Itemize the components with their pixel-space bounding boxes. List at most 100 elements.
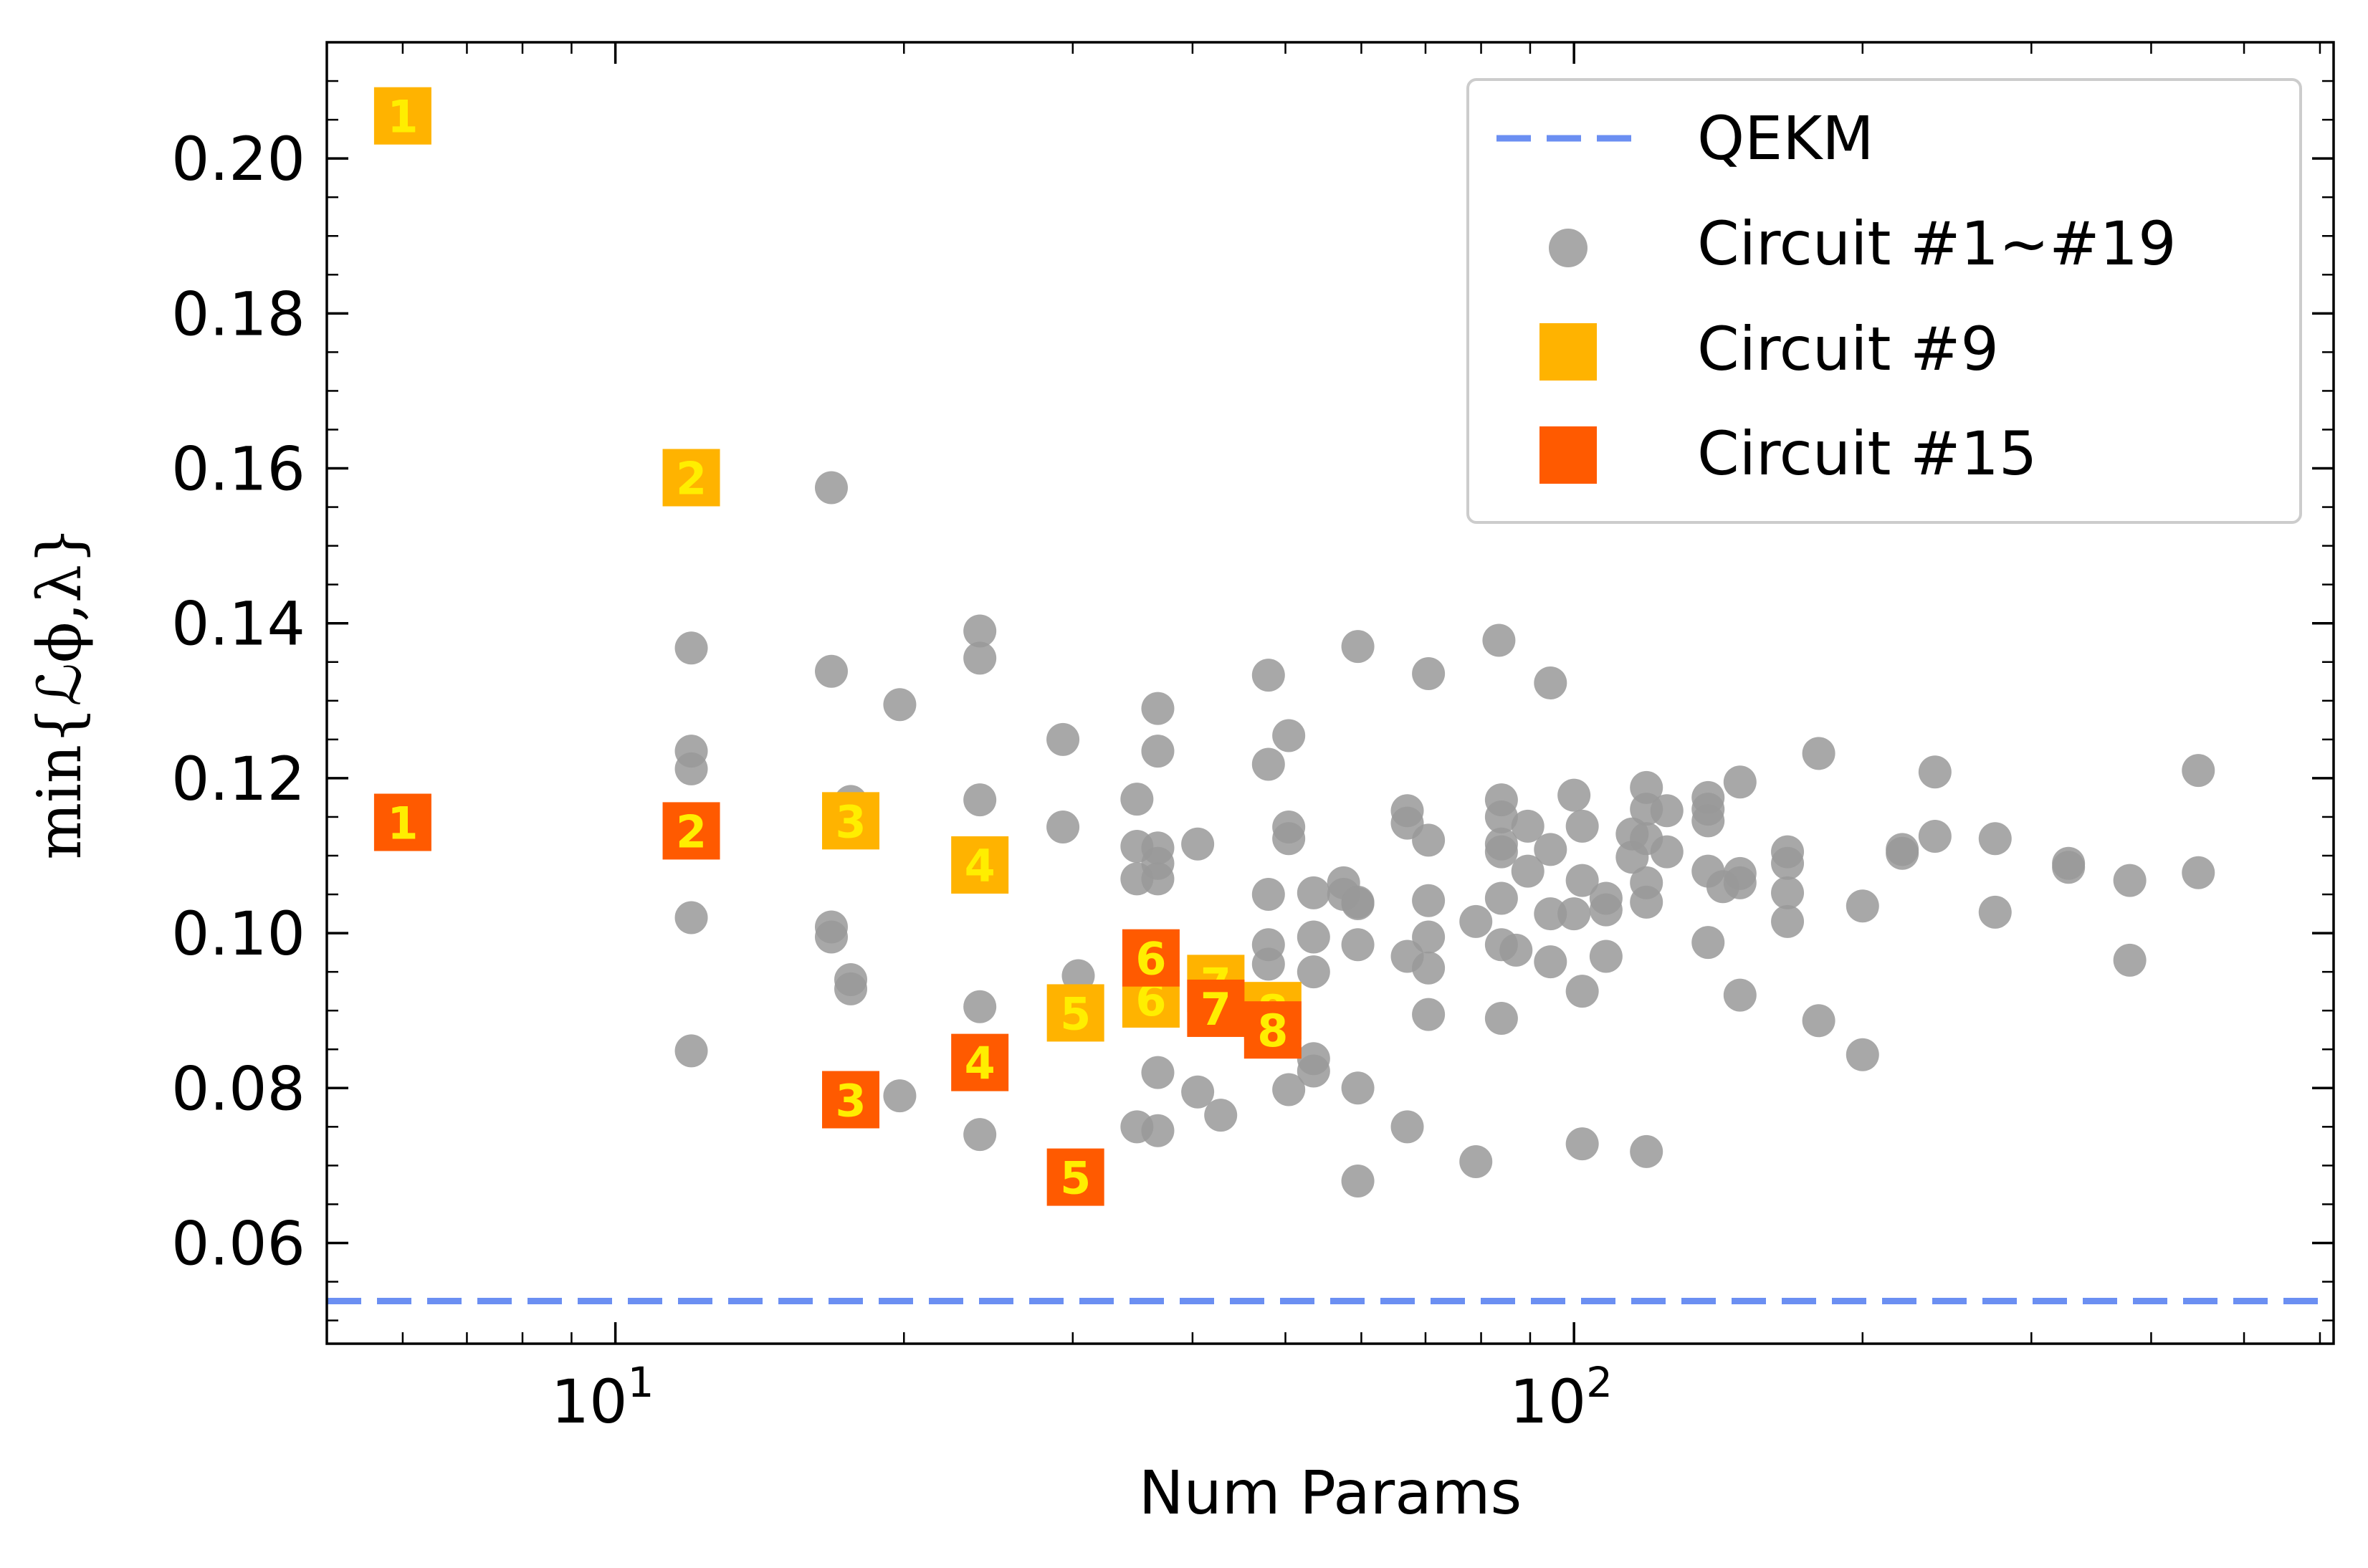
circuit-point: [1297, 876, 1330, 909]
circuit9-marker: [662, 449, 720, 507]
circuit-point: [814, 920, 848, 954]
circuit-point: [814, 654, 848, 688]
circuit-point: [2052, 851, 2086, 884]
circuit15-marker: [373, 793, 431, 851]
circuit-point: [1630, 1134, 1663, 1168]
circuit-point: [1484, 835, 1518, 869]
circuit9-marker: [1046, 984, 1104, 1042]
circuit-point: [1141, 862, 1175, 896]
y-tick-label: 0.14: [171, 589, 305, 659]
circuit-point: [1723, 866, 1757, 899]
circuit-point: [2182, 754, 2215, 788]
y-axis-title: min{ℒϕ,λ}: [24, 526, 95, 859]
legend-circuit9-swatch: [1539, 323, 1597, 381]
circuit-point: [1272, 719, 1306, 752]
circuit9-marker-label: 4: [965, 840, 996, 892]
circuit-point: [674, 631, 708, 665]
circuit-point: [1978, 822, 2012, 856]
circuit-point: [1534, 666, 1567, 699]
circuit-point: [814, 471, 848, 505]
circuit15-marker: [951, 1033, 1009, 1091]
circuit15-marker-label: 7: [1200, 983, 1231, 1036]
legend-circuit15-label: Circuit #15: [1697, 419, 2037, 489]
circuit-point: [1141, 1114, 1175, 1147]
circuit15-marker-label: 5: [1060, 1152, 1091, 1205]
circuit-point: [1297, 920, 1330, 954]
circuit-point: [963, 990, 997, 1023]
legend-frame: [1466, 78, 2302, 524]
circuit9-marker-label: 5: [1060, 988, 1091, 1040]
circuit-point: [963, 614, 997, 648]
legend-circuits-label: Circuit #1~#19: [1697, 209, 2177, 279]
circuit-point: [1557, 778, 1591, 812]
circuit-point: [1251, 659, 1285, 692]
x-tick-label: 101: [551, 1358, 654, 1437]
x-axis-title: Num Params: [1139, 1458, 1522, 1528]
circuit-point: [1650, 794, 1684, 828]
circuit-point: [1390, 1110, 1424, 1144]
circuit9-marker-label: 3: [835, 795, 866, 848]
circuit-point: [1412, 884, 1446, 917]
y-tick-label: 0.16: [171, 434, 305, 505]
circuit15-marker: [1243, 1001, 1302, 1059]
circuit-point: [1046, 811, 1080, 844]
circuit-point: [1534, 833, 1567, 866]
circuit-point: [1565, 864, 1599, 897]
circuit9-marker-label: 2: [676, 452, 707, 505]
circuit-point: [963, 641, 997, 675]
legend: QEKM Circuit #1~#19 Circuit #9 Circuit #…: [1466, 78, 2302, 524]
circuit-point: [1534, 897, 1567, 931]
circuit-point: [963, 783, 997, 817]
legend-circuit15-swatch: [1539, 426, 1597, 484]
circuit-point: [1565, 975, 1599, 1008]
circuit-point: [1918, 819, 1952, 853]
y-tick-label: 0.12: [171, 744, 305, 814]
circuit-point: [674, 1034, 708, 1068]
circuit9-marker-label: 1: [387, 91, 418, 143]
circuit15-marker: [822, 1071, 880, 1129]
circuit-point: [1484, 881, 1518, 915]
circuit-point: [2113, 864, 2147, 897]
circuit-point: [674, 901, 708, 934]
circuit15-marker-label: 2: [676, 805, 707, 858]
circuit-point: [674, 752, 708, 785]
circuit-point: [1589, 940, 1623, 973]
circuit-point: [1771, 876, 1805, 909]
circuit15-marker: [1187, 979, 1245, 1037]
circuit-point: [883, 688, 917, 722]
circuit-point: [1412, 951, 1446, 985]
circuit9-marker: [373, 87, 431, 145]
circuit-point: [1499, 933, 1533, 967]
circuit-point: [1534, 945, 1567, 979]
circuit-point: [1061, 959, 1095, 993]
circuit-point: [1771, 904, 1805, 938]
circuit-point: [1141, 735, 1175, 768]
circuit15-marker: [1122, 929, 1180, 987]
circuit-point: [1723, 765, 1757, 799]
y-tick-label: 0.20: [171, 124, 305, 194]
circuit-point: [1181, 827, 1215, 861]
x-tick-labels: 101 102: [551, 1358, 1613, 1437]
circuit-point: [1412, 920, 1446, 954]
x-tick-label: 102: [1509, 1358, 1613, 1437]
circuit-point: [1846, 889, 1879, 923]
circuit-point: [1341, 1165, 1375, 1197]
circuit-point: [1341, 630, 1375, 664]
circuit-point: [1412, 823, 1446, 857]
circuit-point: [1846, 1038, 1879, 1071]
circuit9-marker: [822, 792, 880, 850]
circuit-point: [1484, 800, 1518, 833]
circuit-point: [2182, 856, 2215, 889]
circuit-point: [1341, 1071, 1375, 1105]
circuit-point: [1565, 809, 1599, 843]
circuit-point: [1511, 854, 1545, 888]
major-ticks: [327, 42, 2334, 1344]
circuit-point: [1341, 928, 1375, 962]
circuit-point: [1459, 904, 1493, 938]
circuit-point: [1251, 947, 1285, 981]
circuit15-marker-label: 1: [387, 798, 418, 850]
circuit-point: [1565, 1127, 1599, 1161]
circuit-point: [1918, 755, 1952, 789]
